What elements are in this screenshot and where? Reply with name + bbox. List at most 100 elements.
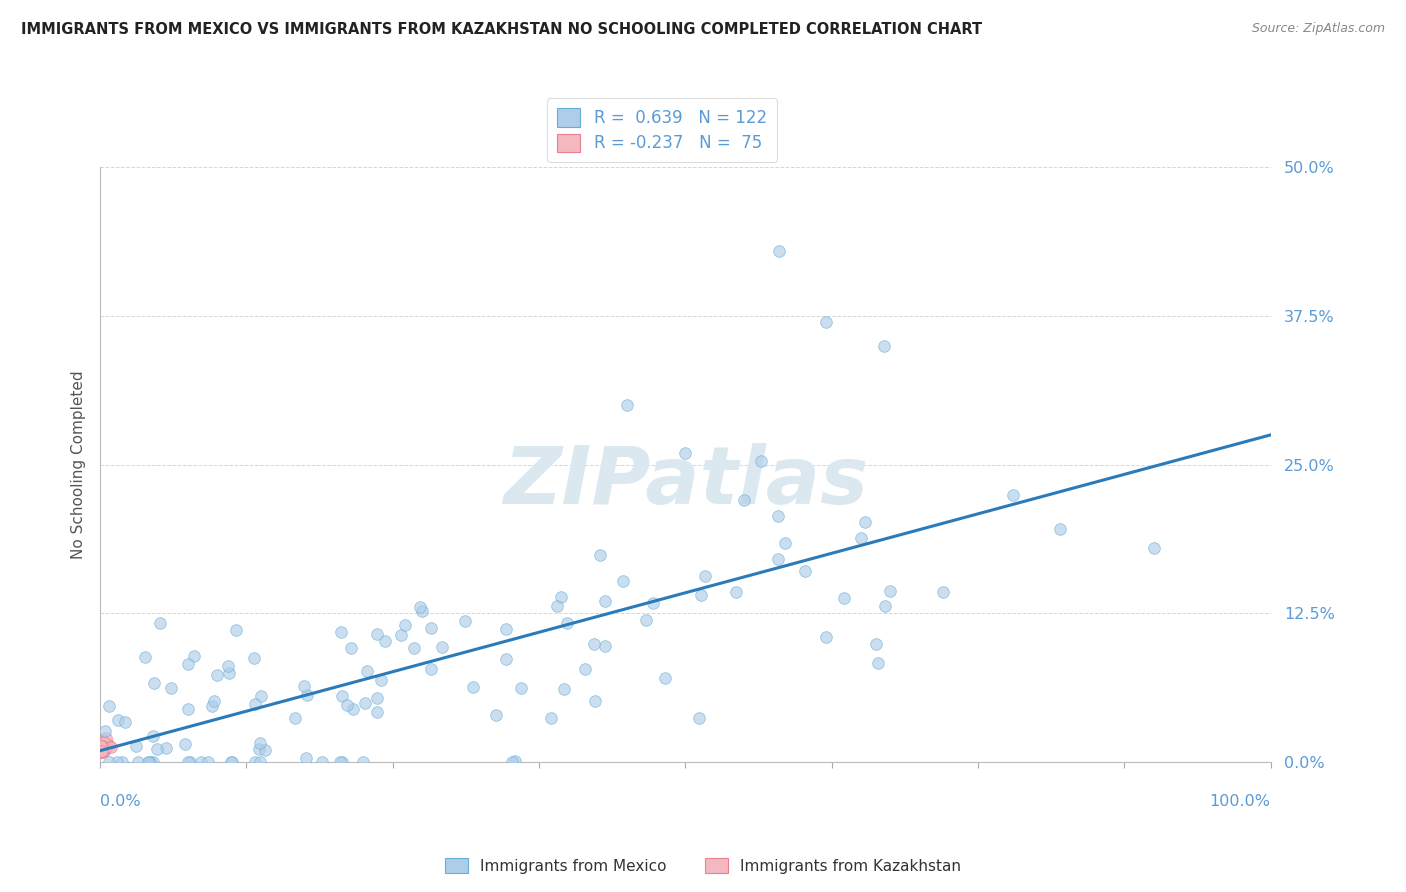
Point <box>879 584 901 599</box>
Point <box>419 663 441 677</box>
Point <box>249 736 271 750</box>
Point <box>89 741 111 756</box>
Point <box>90 744 112 758</box>
Point <box>389 628 412 642</box>
Point <box>107 713 129 727</box>
Point <box>91 739 114 754</box>
Point <box>218 666 240 681</box>
Point <box>90 745 112 759</box>
Text: ZIPatlas: ZIPatlas <box>503 443 868 522</box>
Point <box>89 735 111 749</box>
Point <box>90 739 112 753</box>
Point <box>555 616 578 631</box>
Text: 0.0%: 0.0% <box>100 795 141 809</box>
Point <box>1049 522 1071 536</box>
Point <box>90 737 112 751</box>
Point <box>356 665 378 679</box>
Point <box>495 622 517 636</box>
Point <box>733 493 755 508</box>
Point <box>91 740 114 755</box>
Text: IMMIGRANTS FROM MEXICO VS IMMIGRANTS FROM KAZAKHSTAN NO SCHOOLING COMPLETED CORR: IMMIGRANTS FROM MEXICO VS IMMIGRANTS FRO… <box>21 22 983 37</box>
Point <box>91 742 114 756</box>
Point <box>93 744 115 758</box>
Point <box>814 630 837 644</box>
Point <box>589 548 612 562</box>
Point <box>90 740 112 755</box>
Point <box>93 741 115 756</box>
Point <box>111 755 134 769</box>
Point <box>205 667 228 681</box>
Point <box>90 743 112 757</box>
Point <box>93 737 115 751</box>
Point <box>295 688 318 702</box>
Point <box>612 574 634 588</box>
Point <box>932 585 955 599</box>
Point <box>242 651 264 665</box>
Point <box>90 745 112 759</box>
Point <box>138 755 160 769</box>
Point <box>419 621 441 635</box>
Point <box>91 743 114 757</box>
Point <box>768 244 790 258</box>
Point <box>90 741 112 756</box>
Point <box>394 618 416 632</box>
Point <box>93 744 115 758</box>
Point <box>179 755 201 769</box>
Point <box>93 740 115 755</box>
Point <box>134 649 156 664</box>
Point <box>295 751 318 765</box>
Point <box>583 694 606 708</box>
Point <box>495 652 517 666</box>
Point <box>91 739 114 753</box>
Point <box>90 739 112 753</box>
Point <box>91 736 114 750</box>
Point <box>91 743 114 757</box>
Point <box>91 742 114 756</box>
Point <box>91 739 114 754</box>
Legend: R =  0.639   N = 122, R = -0.237   N =  75: R = 0.639 N = 122, R = -0.237 N = 75 <box>547 98 778 162</box>
Point <box>90 733 112 747</box>
Point <box>97 698 120 713</box>
Point <box>138 755 160 769</box>
Point <box>177 701 200 715</box>
Point <box>94 723 117 738</box>
Point <box>91 737 114 751</box>
Point <box>654 671 676 685</box>
Point <box>225 623 247 637</box>
Point <box>94 739 117 753</box>
Point <box>97 737 120 751</box>
Point <box>250 689 273 703</box>
Point <box>766 552 789 566</box>
Point <box>91 744 114 758</box>
Point <box>283 711 305 725</box>
Point <box>510 681 533 695</box>
Point <box>136 755 159 769</box>
Point <box>673 445 696 459</box>
Point <box>96 741 118 756</box>
Point <box>866 656 889 670</box>
Point <box>90 740 112 755</box>
Point <box>643 596 665 610</box>
Point <box>574 662 596 676</box>
Point <box>89 743 111 757</box>
Point <box>91 740 114 755</box>
Point <box>93 741 115 756</box>
Point <box>352 755 374 769</box>
Point <box>93 741 115 756</box>
Point <box>853 515 876 529</box>
Point <box>501 755 523 769</box>
Text: Source: ZipAtlas.com: Source: ZipAtlas.com <box>1251 22 1385 36</box>
Point <box>94 738 117 752</box>
Point <box>336 698 359 712</box>
Point <box>100 740 122 755</box>
Point <box>292 679 315 693</box>
Point <box>865 637 887 651</box>
Point <box>550 590 572 604</box>
Point <box>593 639 616 653</box>
Point <box>98 755 121 769</box>
Point <box>873 339 896 353</box>
Point <box>593 593 616 607</box>
Point <box>90 743 112 757</box>
Y-axis label: No Schooling Completed: No Schooling Completed <box>72 370 86 559</box>
Point <box>409 600 432 615</box>
